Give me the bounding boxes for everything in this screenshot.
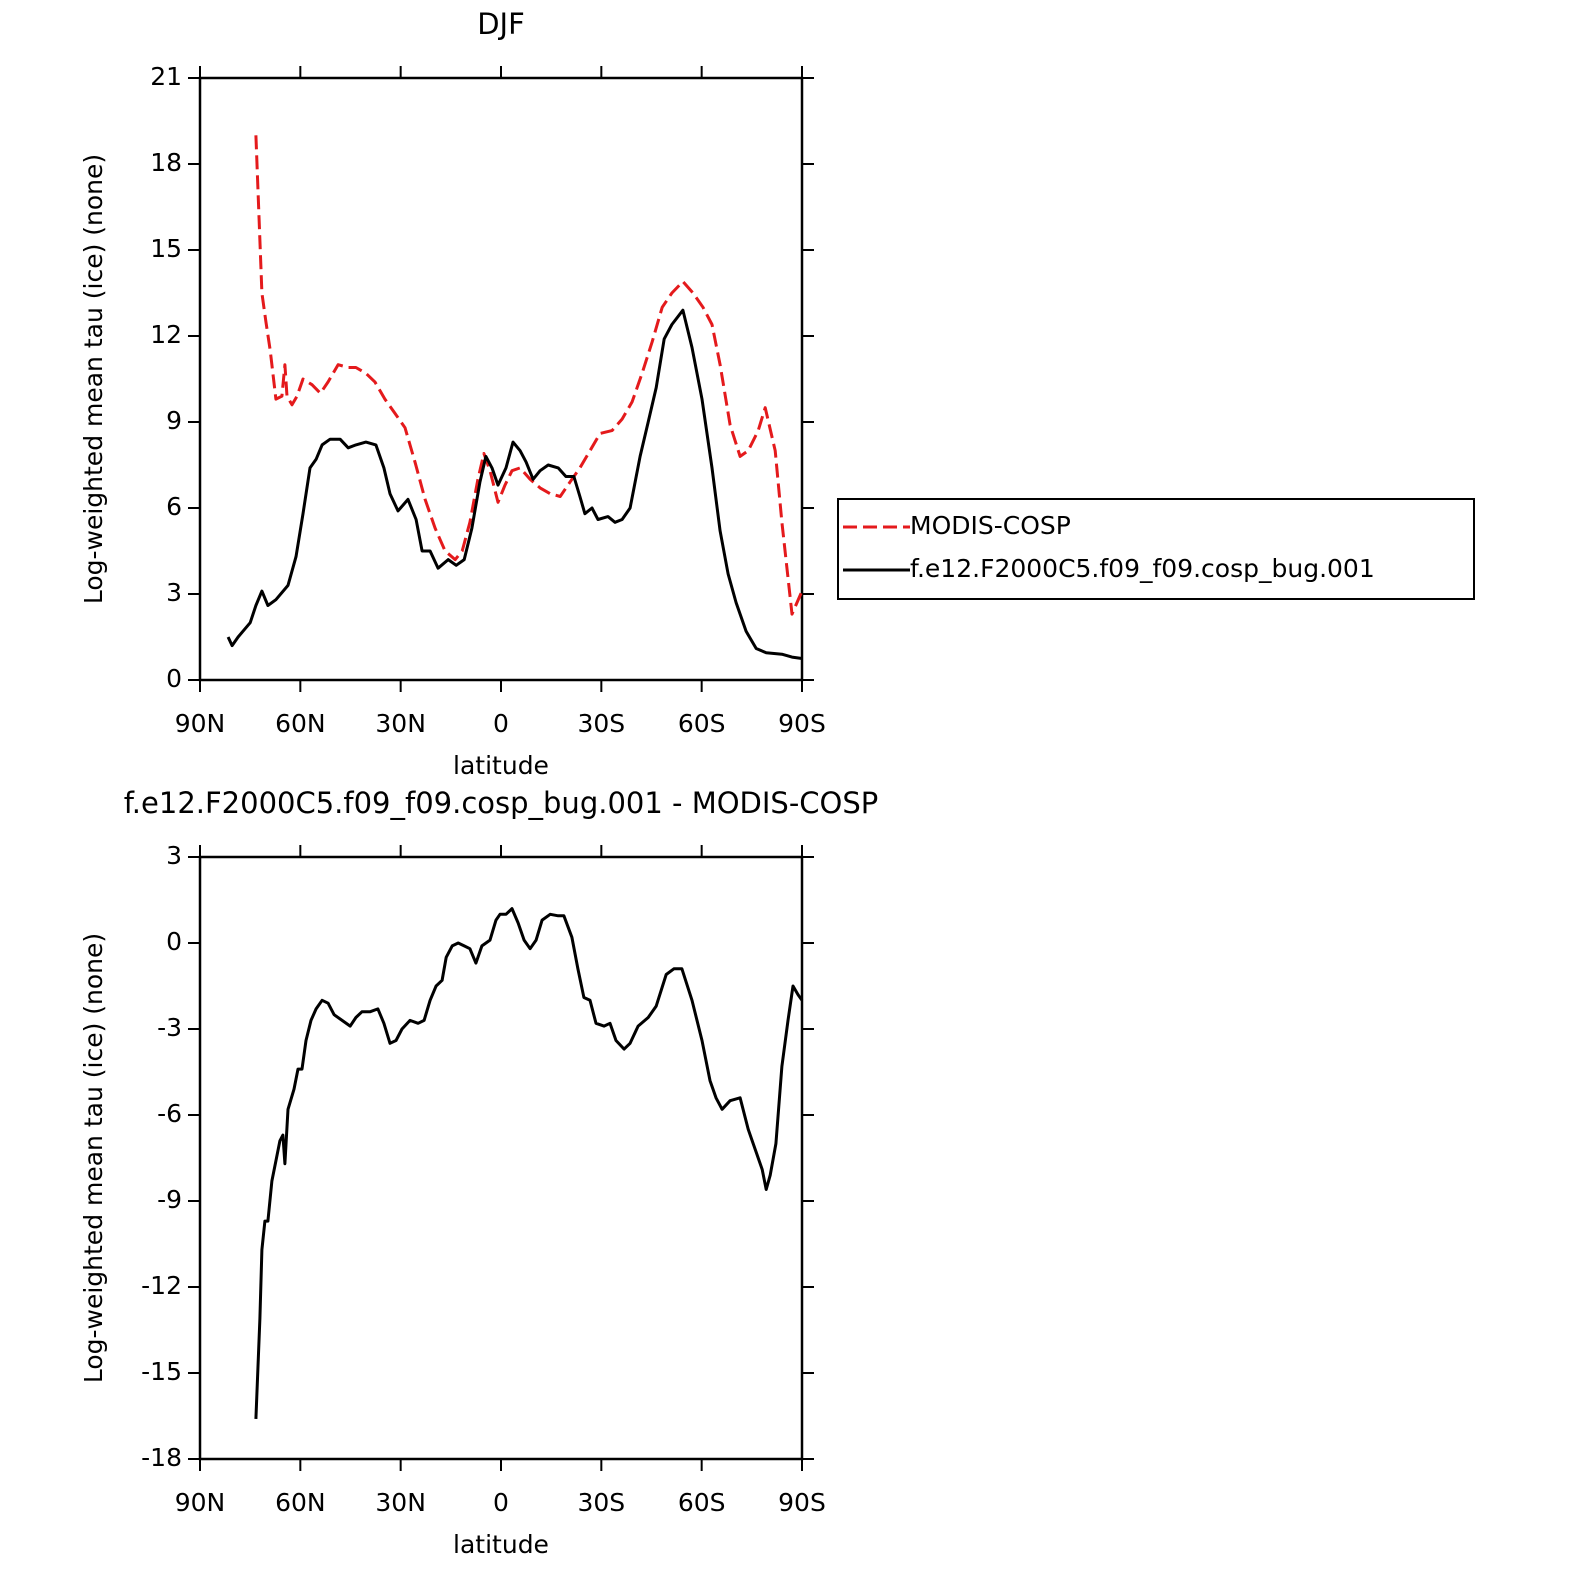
x-tick-label: 30N	[375, 709, 426, 738]
x-tick-label: 90N	[175, 1488, 226, 1517]
x-axis-label: latitude	[453, 751, 549, 780]
plot-frame	[198, 76, 804, 682]
x-tick-label: 90S	[778, 709, 826, 738]
y-tick-label: 12	[150, 320, 182, 349]
x-tick-label: 90N	[175, 709, 226, 738]
chart-title: f.e12.F2000C5.f09_f09.cosp_bug.001 - MOD…	[124, 786, 879, 820]
y-axis-label: Log-weighted mean tau (ice) (none)	[79, 154, 108, 604]
y-tick-label: -9	[157, 1185, 182, 1214]
x-tick-label: 60S	[678, 1488, 726, 1517]
legend-label: f.e12.F2000C5.f09_f09.cosp_bug.001	[910, 554, 1375, 583]
legend-box	[837, 498, 1475, 600]
data-line	[254, 907, 804, 1419]
y-tick-label: -3	[157, 1013, 182, 1042]
y-tick-label: -15	[141, 1357, 182, 1386]
data-line	[254, 135, 804, 616]
x-tick-label: 60S	[678, 709, 726, 738]
plot-frame	[198, 855, 804, 1461]
y-tick-label: 21	[150, 62, 182, 91]
x-tick-label: 30S	[577, 1488, 625, 1517]
chart-title: DJF	[477, 7, 525, 41]
x-axis-label: latitude	[453, 1530, 549, 1559]
y-tick-label: -6	[157, 1099, 182, 1128]
x-tick-label: 30N	[375, 1488, 426, 1517]
y-tick-label: 6	[166, 492, 182, 521]
y-axis-label: Log-weighted mean tau (ice) (none)	[79, 933, 108, 1383]
y-tick-label: 0	[166, 664, 182, 693]
y-tick-label: -12	[141, 1271, 182, 1300]
x-tick-label: 60N	[275, 1488, 326, 1517]
x-tick-label: 0	[493, 1488, 509, 1517]
y-tick-label: 15	[150, 234, 182, 263]
y-tick-label: 9	[166, 406, 182, 435]
x-tick-label: 60N	[275, 709, 326, 738]
x-tick-label: 0	[493, 709, 509, 738]
legend-label: MODIS-COSP	[910, 511, 1071, 540]
y-tick-label: 3	[166, 841, 182, 870]
y-tick-label: 18	[150, 148, 182, 177]
y-tick-label: 0	[166, 927, 182, 956]
x-tick-label: 30S	[577, 709, 625, 738]
data-line	[226, 308, 803, 660]
x-tick-label: 90S	[778, 1488, 826, 1517]
y-tick-label: -18	[141, 1443, 182, 1472]
y-tick-label: 3	[166, 578, 182, 607]
